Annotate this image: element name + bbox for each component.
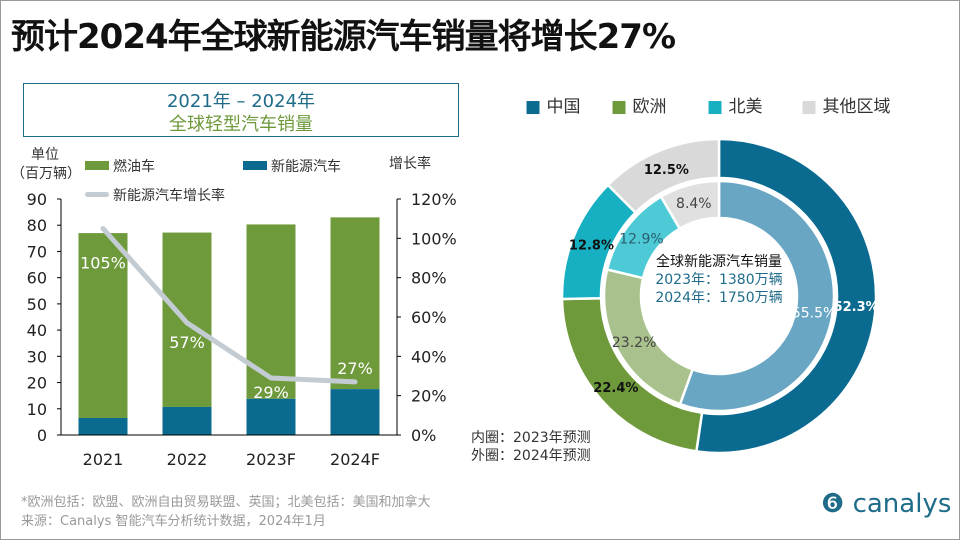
y2-tick-label: 20% <box>411 387 447 406</box>
legend-swatch-nev <box>243 161 267 170</box>
inner-label-china: 55.5% <box>792 306 836 322</box>
y2-tick-label: 100% <box>411 229 457 248</box>
legend-other-label: 其他区域 <box>822 97 891 117</box>
legend-other: ■ 其他区域 <box>801 92 890 117</box>
inner-label-other: 8.4% <box>676 196 712 212</box>
chart-title-box: 2021年 – 2024年 全球轻型汽车销量 <box>23 83 459 137</box>
outer-label-china: 52.3% <box>834 300 879 315</box>
legend-china-swatch: ■ <box>525 97 542 117</box>
legend-growth: 新能源汽车增长率 <box>113 188 225 204</box>
growth-label: 105% <box>80 254 126 273</box>
legend-europe-label: 欧洲 <box>632 97 667 117</box>
bar-ice-2024F <box>330 217 380 390</box>
bar-nev-2023F <box>246 398 296 435</box>
y2-tick-label: 40% <box>411 347 447 366</box>
canalys-logo-text: canalys <box>852 489 952 519</box>
outer-label-europe: 22.4% <box>593 381 638 396</box>
outer-ring-note: 外圈：2024年预测 <box>471 448 591 464</box>
legend-europe: ■ 欧洲 <box>611 92 666 117</box>
page-title: 预计2024年全球新能源汽车销量将增长27% <box>11 17 676 57</box>
legend-china: ■ 中国 <box>525 92 580 117</box>
y-tick-label: 40 <box>27 321 47 340</box>
donut-center-title: 全球新能源汽车销量 <box>656 254 782 270</box>
inner-label-na: 12.9% <box>619 232 663 248</box>
legend-europe-swatch: ■ <box>611 97 628 117</box>
y2-tick-label: 60% <box>411 308 447 327</box>
legend-ice: 燃油车 <box>113 159 155 175</box>
y-axis-label-2: （百万辆） <box>11 166 81 182</box>
canalys-logo: ❻ canalys <box>821 489 951 519</box>
bar-nev-2024F <box>330 389 380 435</box>
y-tick-label: 50 <box>27 295 47 314</box>
outer-label-na: 12.8% <box>569 239 614 254</box>
y-tick-label: 80 <box>27 216 47 235</box>
growth-line <box>100 226 358 385</box>
outer-slice-other <box>606 137 721 215</box>
outer-slice-china <box>694 137 878 455</box>
legend-nev: 新能源汽车 <box>271 159 341 175</box>
canalys-logo-icon: ❻ <box>821 489 845 519</box>
chart-subtitle: 全球轻型汽车销量 <box>169 114 313 135</box>
y-tick-label: 60 <box>27 269 47 288</box>
x-tick-label: 2023F <box>246 450 296 469</box>
growth-label: 29% <box>253 383 289 402</box>
legend-swatch-growth <box>85 192 109 197</box>
y-tick-label: 70 <box>27 242 47 261</box>
y-tick-label: 30 <box>27 347 47 366</box>
growth-label: 27% <box>337 359 373 378</box>
chart-title: 2021年 – 2024年 <box>166 91 316 112</box>
source-note: 来源：Canalys 智能汽车分析统计数据，2024年1月 <box>21 514 326 529</box>
legend-na: ■ 北美 <box>707 92 762 117</box>
y2-tick-label: 0% <box>411 426 436 445</box>
legend-swatch-ice <box>85 161 109 170</box>
y2-tick-label: 120% <box>411 190 457 209</box>
y2-tick-label: 80% <box>411 269 447 288</box>
footnote: *欧洲包括：欧盟、欧洲自由贸易联盟、英国；北美包括：美国和加拿大 <box>21 495 431 510</box>
x-tick-label: 2021 <box>83 450 124 469</box>
x-tick-label: 2022 <box>167 450 208 469</box>
outer-label-other: 12.5% <box>644 163 689 178</box>
bar-ice-2023F <box>246 224 296 399</box>
donut-center-2024: 2024年：1750万辆 <box>655 290 783 306</box>
bar-ice-2021 <box>78 233 128 418</box>
x-tick-label: 2024F <box>330 450 380 469</box>
inner-ring-note: 内圈：2023年预测 <box>471 430 591 446</box>
bar-nev-2021 <box>78 417 128 435</box>
legend-china-label: 中国 <box>546 97 581 117</box>
y-tick-label: 90 <box>27 190 47 209</box>
y-axis-label-1: 单位 <box>31 147 59 163</box>
inner-label-europe: 23.2% <box>612 335 656 351</box>
bar-nev-2022 <box>162 406 212 435</box>
legend-other-swatch: ■ <box>801 97 818 117</box>
legend-na-label: 北美 <box>728 97 763 117</box>
legend-na-swatch: ■ <box>707 97 724 117</box>
y-tick-label: 10 <box>27 400 47 419</box>
y-tick-label: 0 <box>37 426 47 445</box>
donut-center-2023: 2023年：1380万辆 <box>655 272 783 288</box>
inner-slice-other <box>659 179 721 231</box>
inner-slice-china <box>678 179 836 413</box>
growth-label: 57% <box>169 333 205 352</box>
y-tick-label: 20 <box>27 374 47 393</box>
y2-axis-label: 增长率 <box>389 156 431 172</box>
